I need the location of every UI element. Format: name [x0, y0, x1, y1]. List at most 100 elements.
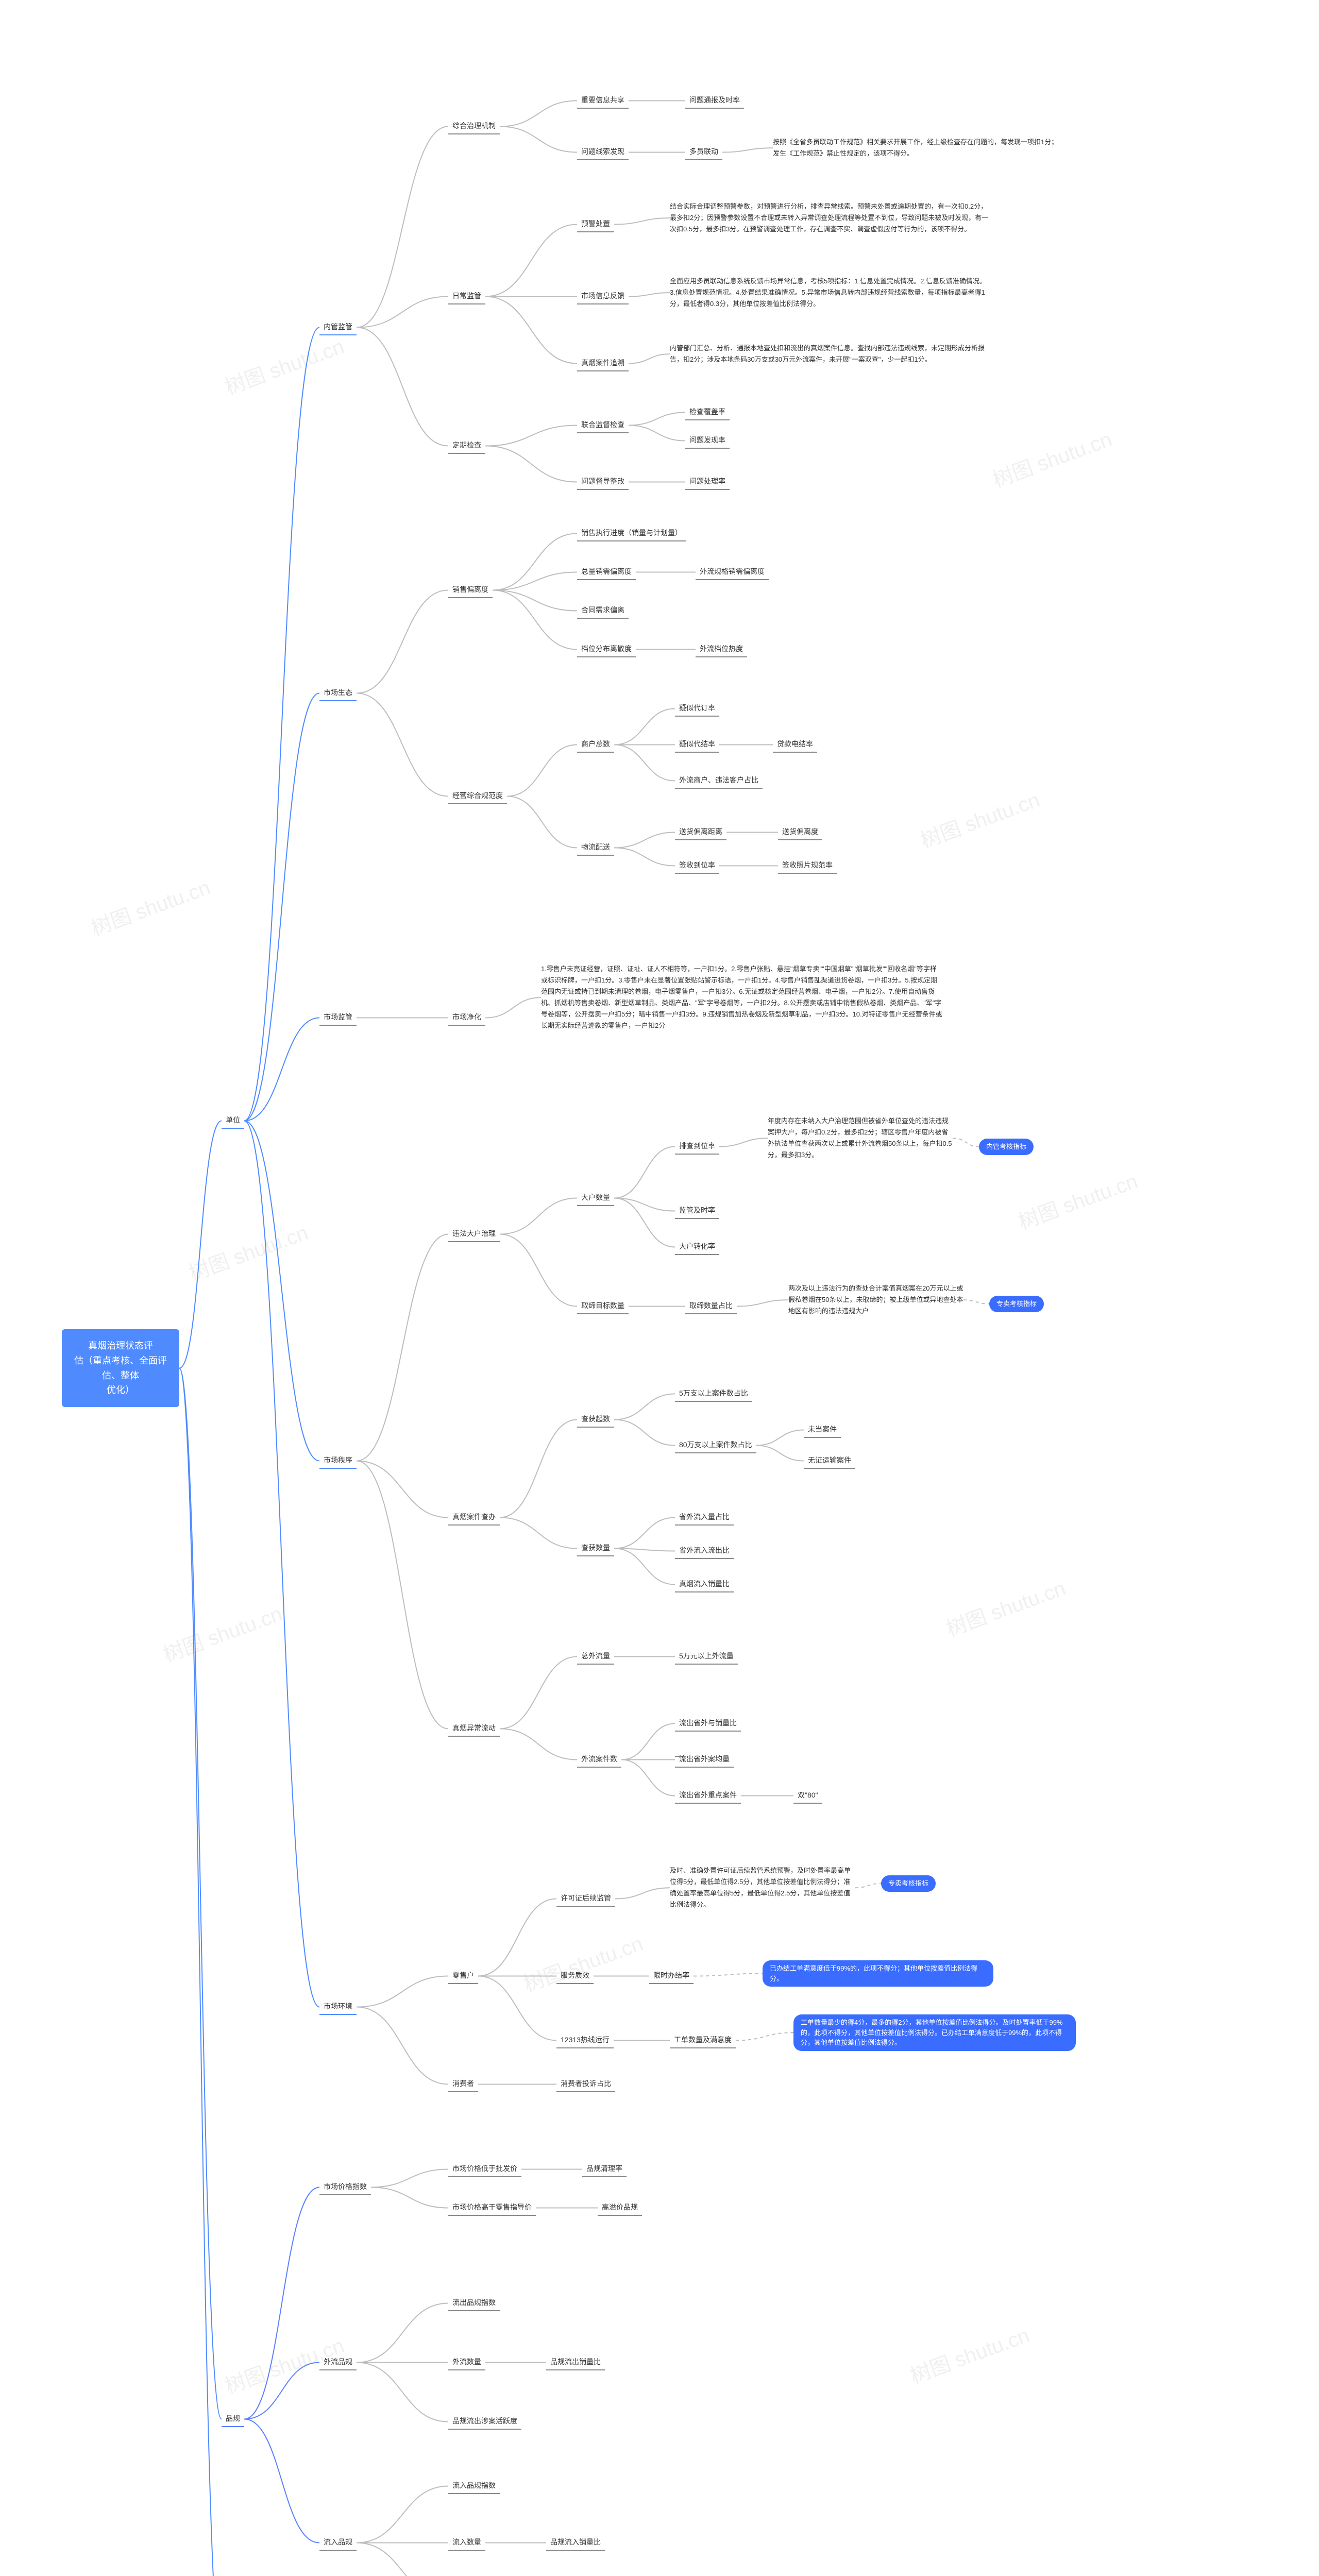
node: 档位分布离散度 — [577, 641, 636, 657]
node: 真烟案件追溯 — [577, 355, 629, 371]
node: 市场价格低于批发价 — [448, 2161, 521, 2177]
node-zonghe-zhili: 综合治理机制 — [448, 118, 500, 134]
node: 查获起数 — [577, 1412, 614, 1428]
node: 省外流入流出比 — [675, 1543, 734, 1559]
node: 总外流量 — [577, 1649, 614, 1665]
node: 外流数量 — [448, 2354, 485, 2370]
desc: 全面应用多员联动信息系统反馈市场异常信息，考核5项指标：1.信息处置完成情况。2… — [670, 276, 989, 310]
node: 外流品规 — [319, 2354, 357, 2370]
watermark: 树图 shutu.cn — [1013, 1164, 1141, 1235]
node-richang-jianguan: 日常监管 — [448, 289, 485, 304]
node: 重要信息共享 — [577, 93, 629, 109]
desc: 按照《全省多员联动工作规范》相关要求开展工作，经上级检查存在问题的，每发现一项扣… — [773, 137, 1061, 159]
node: 流入品规指数 — [448, 2478, 500, 2494]
watermark: 树图 shutu.cn — [184, 1216, 312, 1286]
node: 疑似代结率 — [675, 737, 719, 753]
node: 送货偏离度 — [778, 824, 822, 840]
node: 消费者 — [448, 2076, 478, 2092]
badge-zhuanmai: 专卖考核指标 — [881, 1875, 936, 1892]
node: 市场净化 — [448, 1010, 485, 1026]
watermark: 树图 shutu.cn — [519, 1927, 647, 1997]
node: 商户总数 — [577, 737, 614, 753]
node: 经营综合规范度 — [448, 788, 507, 804]
watermark: 树图 shutu.cn — [86, 871, 214, 941]
badge-desc: 已办结工单满意度低于99%的，此项不得分；其他单位按差值比例法得分。 — [763, 1960, 993, 1987]
node: 高溢价品规 — [598, 2200, 642, 2216]
watermark: 树图 shutu.cn — [905, 2318, 1033, 2389]
badge-neiguan: 内管考核指标 — [979, 1139, 1034, 1155]
node: 5万元以上外流量 — [675, 1649, 738, 1665]
badge-desc: 工单数量最少的得4分，最多的得2分，其他单位按差值比例法得分。及时处置率低于99… — [793, 2014, 1076, 2051]
node: 多员联动 — [685, 144, 722, 160]
node: 联合监督检查 — [577, 417, 629, 433]
node: 问题处理率 — [685, 474, 730, 490]
node: 5万支以上案件数占比 — [675, 1386, 752, 1402]
node: 80万支以上案件数占比 — [675, 1437, 756, 1453]
node: 流入品规 — [319, 2535, 357, 2551]
node: 问题通报及时率 — [685, 93, 744, 109]
node: 市场价格高于零售指导价 — [448, 2200, 536, 2216]
node: 品规清理率 — [582, 2161, 627, 2177]
node: 流出品规指数 — [448, 2295, 500, 2311]
node: 品规流入销量比 — [546, 2535, 605, 2551]
node: 问题线索发现 — [577, 144, 629, 160]
node: 消费者投诉占比 — [556, 2076, 615, 2092]
desc: 两次及以上违法行为的查处合计案值真烟案在20万元以上或假私卷烟在50条以上，未取… — [788, 1283, 963, 1317]
node: 真烟流入销量比 — [675, 1577, 734, 1592]
node-neiguan: 内管监管 — [319, 319, 357, 335]
node: 外流案件数 — [577, 1752, 621, 1768]
desc: 年度内存在未纳入大户治理范围但被省外单位查处的违法违规案押大户，每户扣0.2分，… — [768, 1115, 953, 1161]
desc: 内管部门汇总、分析、通报本地查处扣和流出的真烟案件信息。查找内部违法违规线索，未… — [670, 343, 989, 365]
watermark: 树图 shutu.cn — [916, 783, 1043, 854]
node: 流出省外重点案件 — [675, 1788, 741, 1804]
node: 外流商户、违法客户占比 — [675, 773, 763, 789]
node: 检查覆盖率 — [685, 404, 730, 420]
node: 疑似代订率 — [675, 701, 719, 717]
node: 贷款电结率 — [773, 737, 817, 753]
node: 流出省外与销量比 — [675, 1716, 741, 1732]
watermark: 树图 shutu.cn — [158, 1597, 286, 1668]
node: 送货偏离距离 — [675, 824, 726, 840]
node: 许可证后续监管 — [556, 1891, 615, 1907]
watermark: 树图 shutu.cn — [941, 1571, 1069, 1642]
node: 12313热线运行 — [556, 2032, 614, 2048]
node: 大户数量 — [577, 1190, 614, 1206]
node: 合同需求偏离 — [577, 603, 629, 619]
node: 省外流入量占比 — [675, 1510, 734, 1526]
node: 取缔数量占比 — [685, 1298, 737, 1314]
desc: 1.零售户未亮证经营，证照、证址、证人不相符等，一户扣1分。2.零售户张贴、悬挂… — [541, 963, 943, 1032]
node: 问题督导整改 — [577, 474, 629, 490]
node: 外流档位热度 — [696, 641, 747, 657]
node: 物流配送 — [577, 840, 614, 856]
node: 流入数量 — [448, 2535, 485, 2551]
node: 问题发现率 — [685, 433, 730, 449]
node: 品规流出涉案活跃度 — [448, 2414, 521, 2430]
node: 签收到位率 — [675, 858, 719, 874]
node-unit: 单位 — [222, 1113, 244, 1129]
node: 销售执行进度（销量与计划量） — [577, 526, 686, 541]
watermark: 树图 shutu.cn — [988, 422, 1115, 493]
node: 取缔目标数量 — [577, 1298, 629, 1314]
node-dingqi-jiancha: 定期检查 — [448, 438, 485, 454]
node-shichang-huanjing: 市场环境 — [319, 1999, 357, 2015]
node: 排查到位率 — [675, 1139, 719, 1155]
node: 违法大户治理 — [448, 1226, 500, 1242]
node: 限时办结率 — [649, 1968, 694, 1984]
badge-zhuanmai: 专卖考核指标 — [989, 1296, 1044, 1312]
node: 双"80" — [793, 1788, 822, 1804]
node: 真烟异常流动 — [448, 1721, 500, 1737]
root-node: 真烟治理状态评估（重点考核、全面评估、整体优化） — [62, 1329, 179, 1407]
node: 签收照片规范率 — [778, 858, 837, 874]
node: 市场信息反馈 — [577, 289, 629, 304]
node-shichang-jianguan: 市场监管 — [319, 1010, 357, 1026]
node-pingui: 品规 — [222, 2411, 244, 2427]
node: 服务质效 — [556, 1968, 594, 1984]
watermark: 树图 shutu.cn — [220, 330, 348, 400]
node: 总量销需偏离度 — [577, 564, 636, 580]
node: 外流规格销需偏离度 — [696, 564, 769, 580]
desc: 及时、准确处置许可证后续监管系统预警，及时处置率最高单位得5分，最低单位得2.5… — [670, 1865, 855, 1910]
node: 工单数量及满意度 — [670, 2032, 736, 2048]
node-shichang-zhixu: 市场秩序 — [319, 1453, 357, 1469]
node: 查获数量 — [577, 1540, 614, 1556]
node-shichang-shengtai: 市场生态 — [319, 685, 357, 701]
